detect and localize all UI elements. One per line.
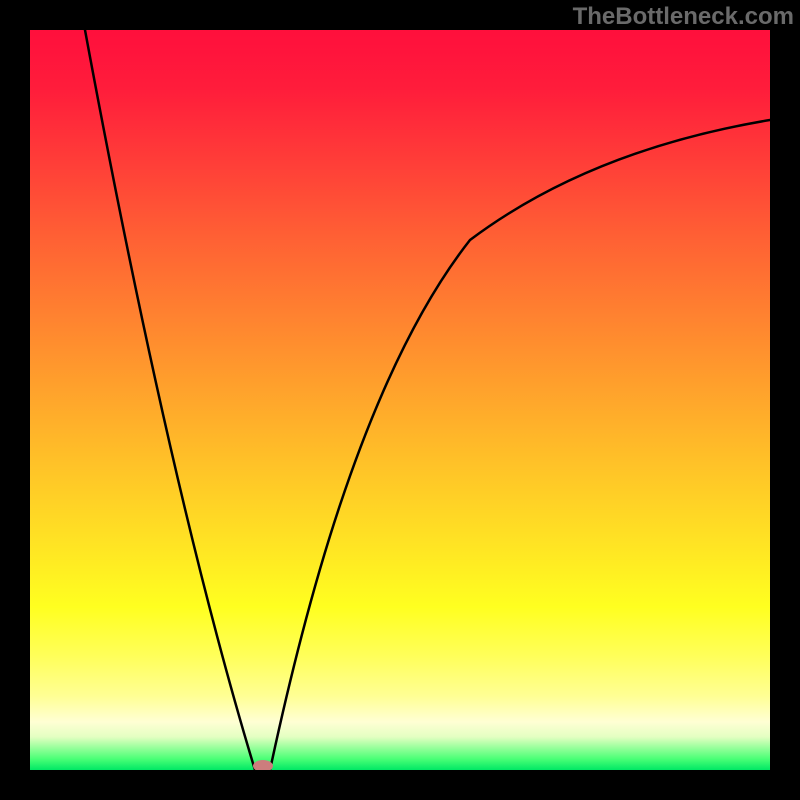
bottleneck-curve <box>85 30 770 770</box>
vertex-marker <box>253 760 273 770</box>
curve-layer <box>30 30 770 770</box>
watermark-text: TheBottleneck.com <box>573 3 794 31</box>
chart-container: TheBottleneck.com <box>0 0 800 800</box>
plot-area <box>30 30 770 770</box>
